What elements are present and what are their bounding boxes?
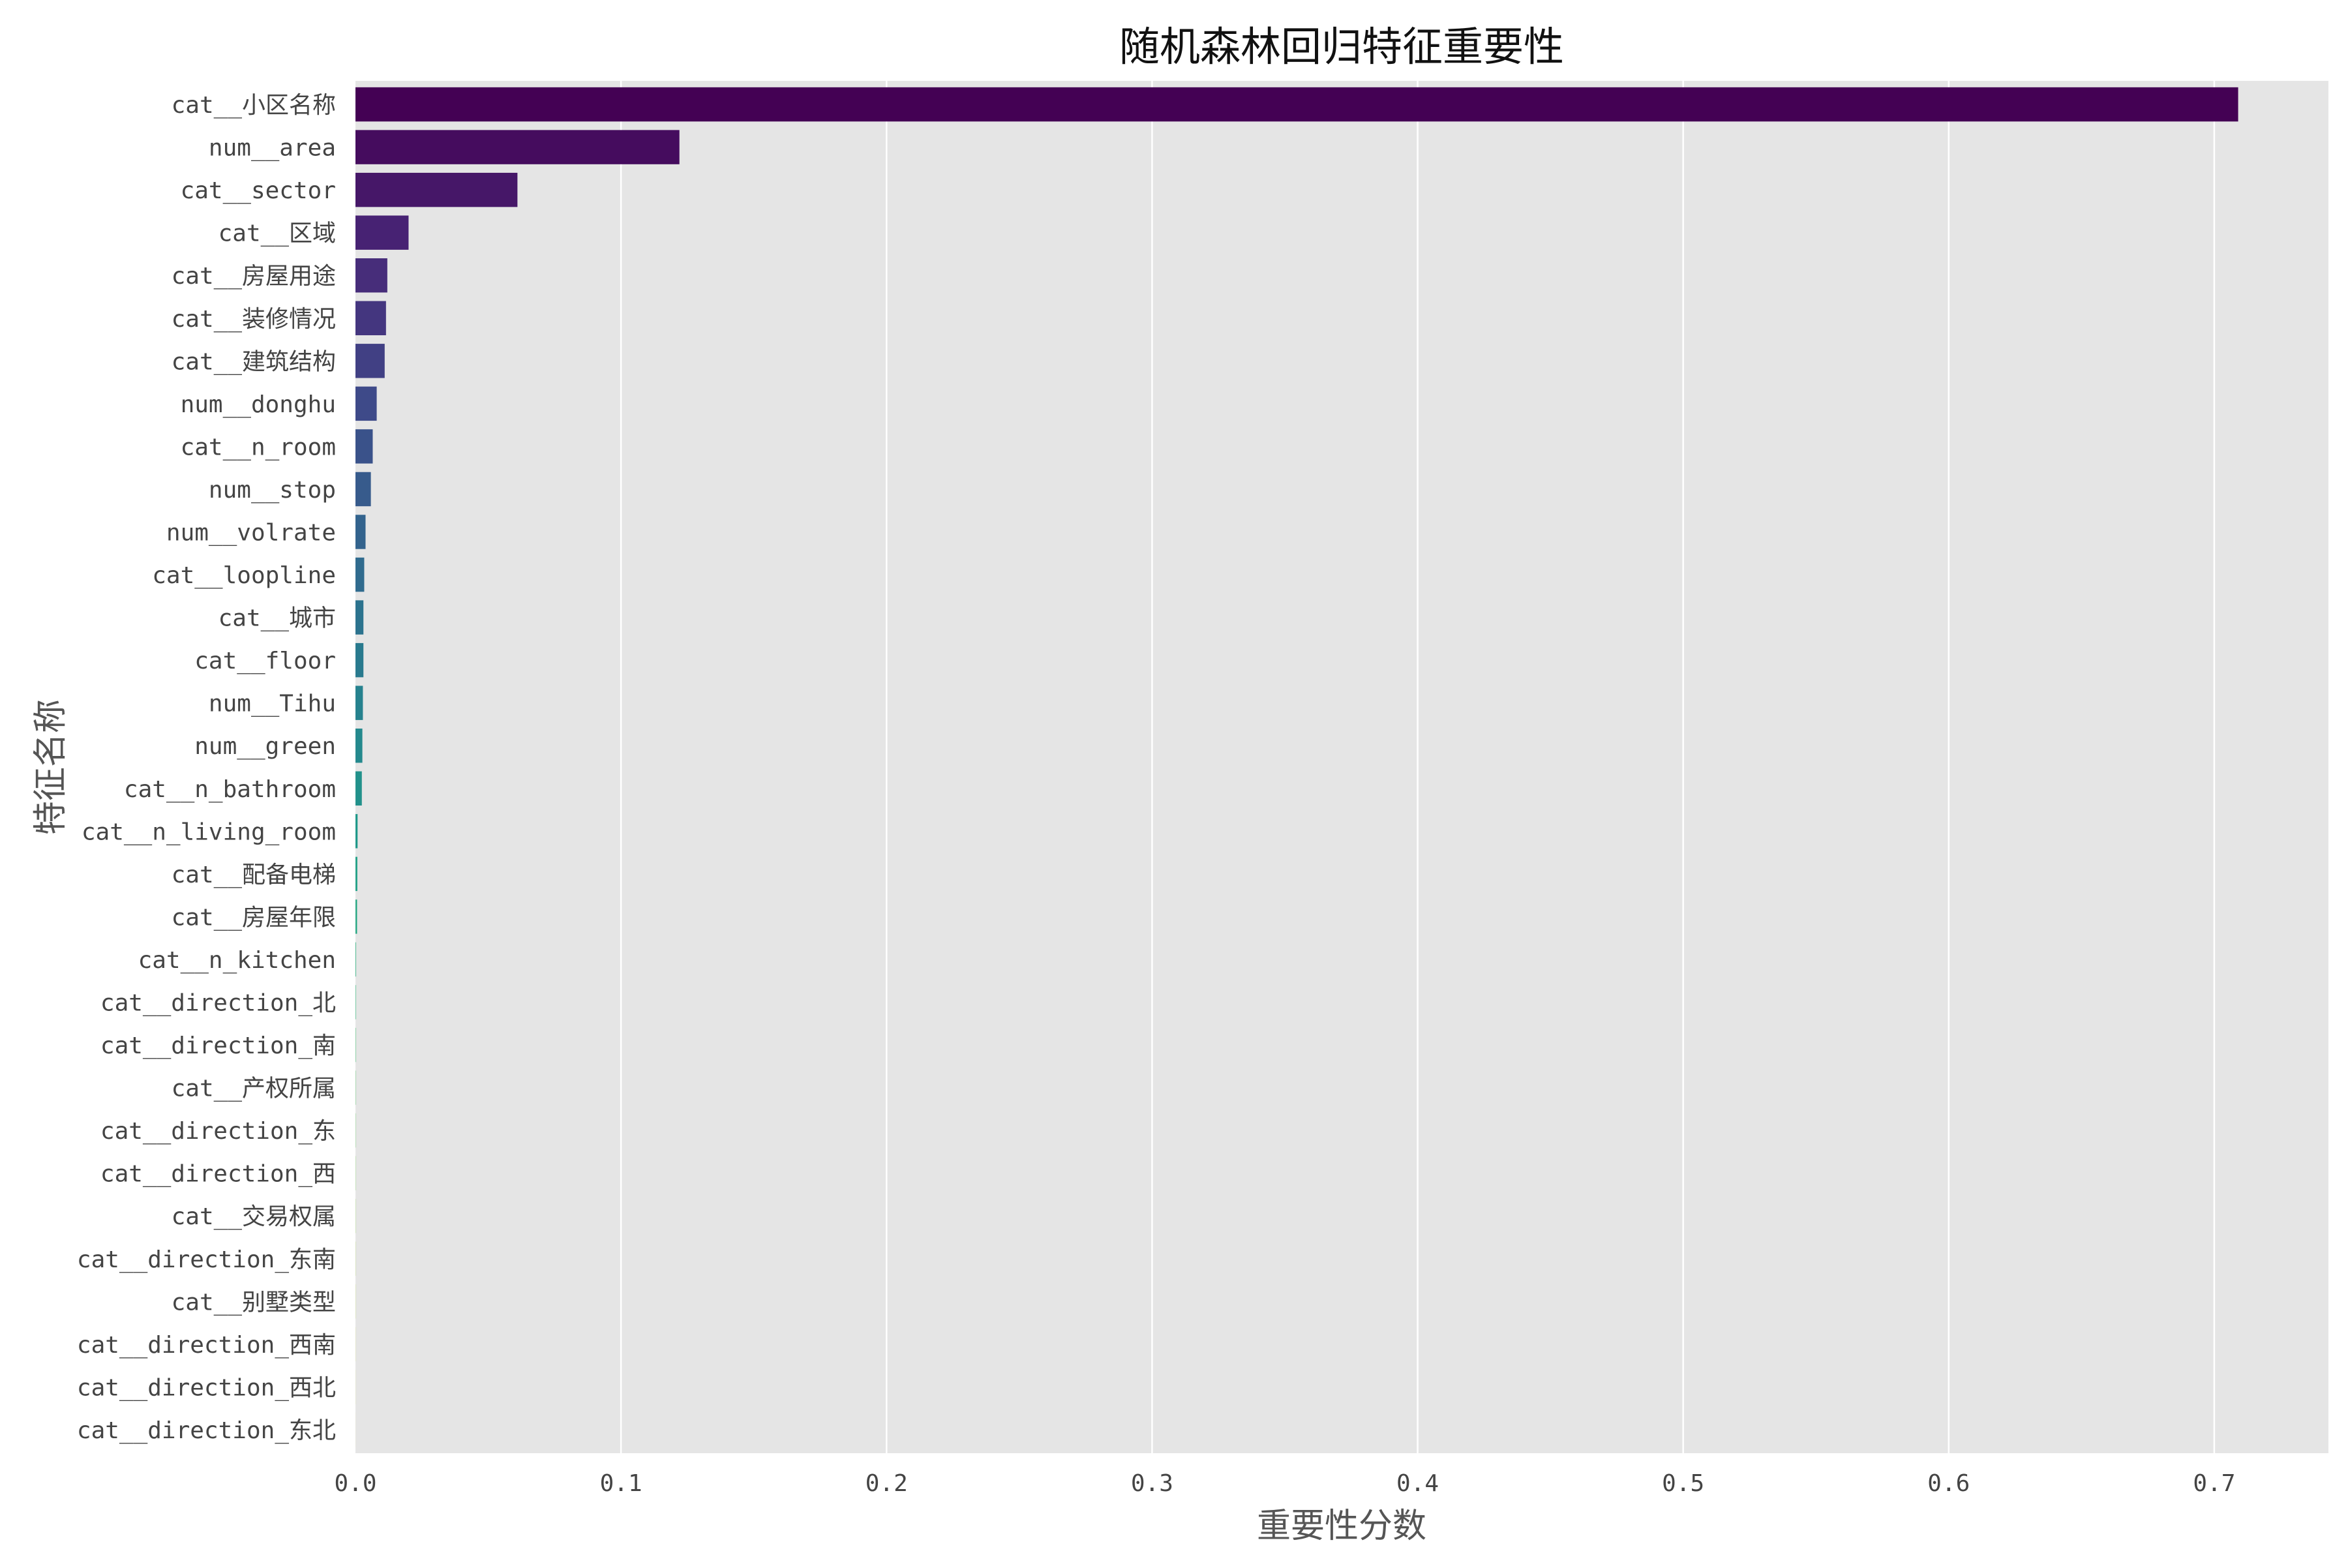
- bar: [355, 772, 362, 806]
- bar: [355, 387, 377, 421]
- y-tick-label: cat__交易权属: [172, 1203, 336, 1230]
- bar: [355, 429, 372, 463]
- bar: [355, 301, 386, 335]
- y-tick-label: cat__n_living_room: [82, 819, 336, 845]
- y-tick-label: cat__direction_北: [100, 989, 336, 1016]
- y-tick-label: cat__小区名称: [172, 92, 336, 119]
- y-tick-label: num__green: [194, 733, 336, 760]
- bar: [355, 472, 371, 506]
- bar: [355, 1028, 356, 1062]
- y-tick-label: cat__房屋年限: [172, 904, 336, 931]
- y-tick-label: num__volrate: [166, 520, 336, 547]
- bar: [355, 344, 385, 378]
- y-tick-label: cat__配备电梯: [172, 862, 336, 888]
- y-tick-label: num__area: [209, 135, 336, 162]
- y-tick-label: cat__direction_西北: [77, 1374, 336, 1401]
- bar: [355, 173, 517, 207]
- x-tick-label: 0.3: [1131, 1470, 1173, 1497]
- bar: [355, 130, 680, 164]
- y-tick-label: cat__loopline: [152, 562, 336, 589]
- y-tick-labels: cat__小区名称 num__area cat__sector cat__区域 cat_…: [77, 92, 336, 1444]
- y-tick-label: cat__n_room: [181, 434, 336, 460]
- y-axis-label: 特征名称: [31, 699, 70, 835]
- x-tick-label: 0.0: [334, 1470, 376, 1497]
- y-tick-label: num__donghu: [181, 391, 336, 418]
- bar: [355, 515, 365, 549]
- bar: [355, 258, 387, 292]
- bar: [355, 215, 408, 249]
- bar: [355, 985, 356, 1019]
- y-tick-label: cat__n_kitchen: [138, 947, 336, 974]
- bar: [355, 814, 357, 848]
- y-tick-label: cat__direction_西南: [77, 1332, 336, 1359]
- bar: [355, 899, 357, 933]
- x-tick-label: 0.5: [1662, 1470, 1704, 1497]
- x-tick-label: 0.7: [2193, 1470, 2235, 1497]
- bar: [355, 729, 363, 762]
- plot-background: [355, 81, 2328, 1453]
- x-tick-label: 0.1: [600, 1470, 642, 1497]
- y-tick-label: cat__sector: [181, 177, 336, 204]
- y-tick-label: cat__城市: [218, 605, 336, 632]
- y-tick-label: cat__区域: [218, 220, 336, 247]
- y-tick-label: cat__建筑结构: [172, 348, 336, 375]
- bar: [355, 686, 363, 719]
- chart-title: 随机森林回归特征重要性: [1119, 23, 1564, 70]
- y-tick-label: cat__direction_西: [100, 1161, 336, 1188]
- x-tick-labels: 0.0 0.1 0.2 0.3 0.4 0.5 0.6 0.7: [334, 1470, 2235, 1497]
- x-axis-label: 重要性分数: [1257, 1507, 1426, 1546]
- y-tick-label: cat__产权所属: [172, 1076, 336, 1102]
- y-tick-label: cat__direction_东南: [77, 1246, 336, 1273]
- y-tick-label: cat__房屋用途: [172, 263, 336, 290]
- bar: [355, 558, 364, 592]
- bar: [355, 87, 2238, 121]
- bar: [355, 643, 363, 677]
- y-tick-label: cat__floor: [194, 648, 336, 674]
- y-tick-label: cat__direction_东: [100, 1118, 336, 1145]
- y-tick-label: cat__n_bathroom: [124, 776, 336, 803]
- bar: [355, 942, 356, 976]
- bar: [355, 857, 357, 891]
- y-tick-label: cat__direction_东北: [77, 1417, 336, 1444]
- y-tick-label: num__Tihu: [209, 691, 336, 717]
- y-tick-label: num__stop: [209, 477, 336, 504]
- y-tick-label: cat__装修情况: [172, 306, 336, 333]
- bar: [355, 600, 363, 634]
- y-tick-label: cat__direction_南: [100, 1033, 336, 1059]
- x-tick-label: 0.4: [1396, 1470, 1439, 1497]
- y-tick-label: cat__别墅类型: [172, 1289, 336, 1316]
- x-tick-label: 0.2: [865, 1470, 908, 1497]
- x-tick-label: 0.6: [1927, 1470, 1970, 1497]
